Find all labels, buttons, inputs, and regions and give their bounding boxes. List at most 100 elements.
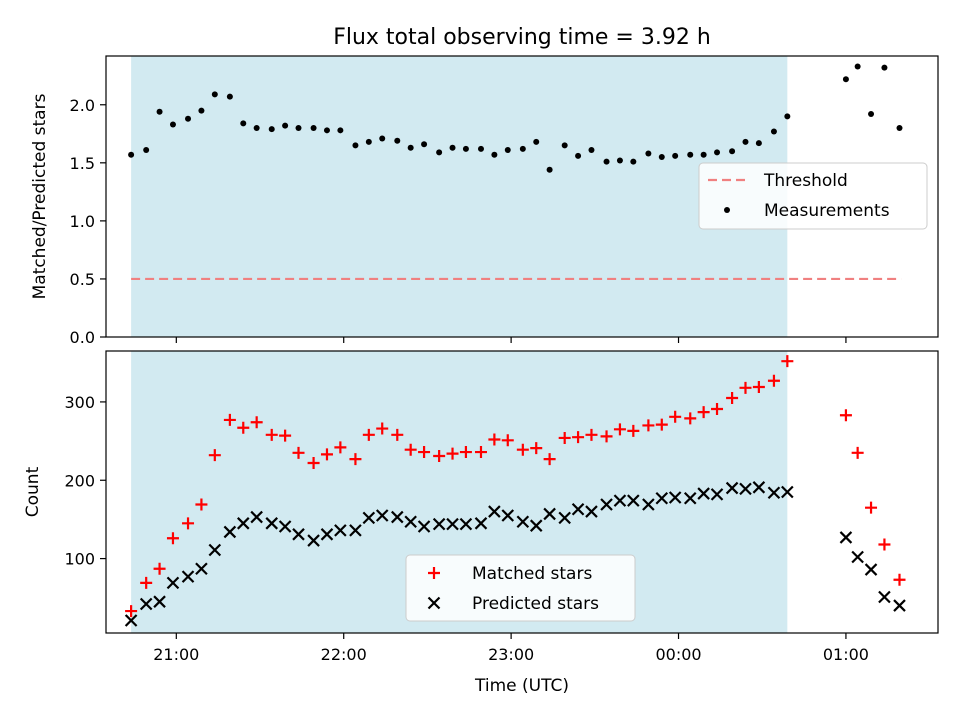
legend-measurement-label: Measurements bbox=[764, 201, 890, 221]
measurement-point bbox=[881, 64, 888, 71]
legend-measurement-swatch bbox=[724, 207, 730, 213]
predicted-star-point bbox=[501, 509, 515, 522]
predicted-star-point bbox=[739, 482, 752, 496]
predicted-star-point bbox=[878, 590, 891, 604]
measurement-point bbox=[462, 145, 469, 152]
matched-star-point bbox=[237, 421, 250, 434]
matched-star-point bbox=[433, 449, 446, 462]
y-tick-label: 200 bbox=[64, 471, 95, 490]
matched-star-point bbox=[182, 517, 195, 530]
x-tick-label: 00:00 bbox=[655, 645, 701, 664]
measurement-point bbox=[143, 147, 150, 154]
predicted-star-point bbox=[781, 485, 794, 499]
predicted-star-point bbox=[516, 515, 530, 529]
matched-star-point bbox=[543, 453, 556, 466]
predicted-star-point bbox=[474, 517, 488, 530]
matched-star-point bbox=[752, 381, 765, 394]
measurement-point bbox=[854, 63, 861, 70]
predicted-star-point bbox=[767, 486, 781, 500]
top-panel: 0.0 0.5 1.0 1.5 2.0 Matched/Predicted stars Th… bbox=[30, 55, 939, 347]
measurement-point bbox=[169, 121, 176, 128]
measurement-point bbox=[575, 152, 582, 159]
predicted-star-point bbox=[292, 528, 305, 541]
measurement-point bbox=[240, 120, 247, 127]
matched-star-point bbox=[711, 402, 724, 415]
measurement-point bbox=[645, 150, 652, 157]
measurement-point bbox=[546, 166, 553, 173]
legend-threshold-label: Threshold bbox=[763, 171, 848, 191]
predicted-star-point bbox=[124, 614, 138, 627]
measurement-point bbox=[379, 135, 386, 142]
measurement-point bbox=[156, 108, 163, 115]
measurement-point bbox=[394, 137, 401, 144]
y-tick-label: 300 bbox=[64, 393, 95, 412]
predicted-star-point bbox=[250, 510, 263, 524]
measurement-point bbox=[616, 157, 623, 164]
measurement-point bbox=[784, 113, 791, 120]
legend-matched-label: Matched stars bbox=[472, 564, 592, 584]
measurement-point bbox=[226, 93, 233, 100]
matched-star-point bbox=[893, 573, 906, 586]
matched-star-point bbox=[655, 418, 668, 431]
matched-star-point bbox=[839, 409, 852, 422]
measurement-point bbox=[770, 128, 777, 135]
legend-predicted-label: Predicted stars bbox=[472, 594, 599, 614]
measurement-point bbox=[491, 151, 498, 158]
observing-span-shade bbox=[131, 56, 788, 337]
predicted-star-point bbox=[166, 576, 180, 590]
matched-star-point bbox=[334, 441, 347, 454]
measurement-point bbox=[700, 151, 707, 158]
predicted-star-point bbox=[655, 491, 669, 505]
predicted-star-point bbox=[223, 525, 237, 539]
measurement-point bbox=[729, 148, 736, 155]
axes-frame bbox=[105, 55, 939, 338]
matched-star-point bbox=[125, 605, 138, 618]
matched-star-point bbox=[418, 446, 431, 459]
matched-star-point bbox=[279, 429, 292, 442]
predicted-star-point bbox=[236, 517, 250, 530]
predicted-star-point bbox=[683, 491, 697, 505]
predicted-star-point bbox=[488, 505, 501, 518]
predicted-star-point bbox=[349, 524, 362, 537]
predicted-star-point bbox=[839, 531, 853, 544]
predicted-star-point bbox=[208, 543, 222, 557]
measurement-point bbox=[477, 145, 484, 152]
measurement-point bbox=[436, 149, 443, 156]
axes-frame bbox=[105, 350, 939, 634]
matched-star-point bbox=[585, 428, 598, 441]
matched-star-point bbox=[878, 538, 891, 551]
matched-star-point bbox=[195, 498, 208, 511]
matched-star-point bbox=[488, 433, 501, 446]
legend-predicted-swatch bbox=[427, 596, 441, 610]
y-tick-label: 1.0 bbox=[70, 212, 95, 231]
y-tick-label: 100 bbox=[64, 550, 95, 569]
predicted-star-point bbox=[446, 517, 459, 531]
matched-star-point bbox=[362, 428, 375, 441]
matched-star-point bbox=[516, 443, 529, 456]
predicted-star-point bbox=[307, 534, 320, 547]
matched-star-point bbox=[501, 434, 514, 447]
measurement-point bbox=[714, 149, 721, 156]
matched-star-point bbox=[558, 431, 571, 444]
measurement-point bbox=[687, 151, 694, 158]
measurement-point bbox=[198, 107, 205, 114]
predicted-star-point bbox=[752, 481, 766, 494]
matched-star-point bbox=[208, 449, 221, 462]
measurement-point bbox=[755, 140, 762, 147]
x-tick-label: 22:00 bbox=[321, 645, 367, 664]
matched-star-point bbox=[726, 392, 739, 404]
x-tick-label: 01:00 bbox=[823, 645, 869, 664]
chart-title: Flux total observing time = 3.92 h bbox=[333, 25, 711, 50]
predicted-star-point bbox=[697, 487, 710, 500]
predicted-star-point bbox=[362, 511, 376, 525]
matched-star-point bbox=[572, 431, 585, 444]
measurement-point bbox=[295, 124, 302, 131]
measurement-point bbox=[407, 144, 414, 151]
predicted-star-point bbox=[585, 505, 598, 518]
x-tick-label: 23:00 bbox=[488, 645, 534, 664]
matched-star-point bbox=[307, 457, 320, 470]
predicted-star-point bbox=[668, 491, 682, 504]
matched-star-point bbox=[250, 416, 263, 429]
matched-star-point bbox=[642, 419, 655, 432]
